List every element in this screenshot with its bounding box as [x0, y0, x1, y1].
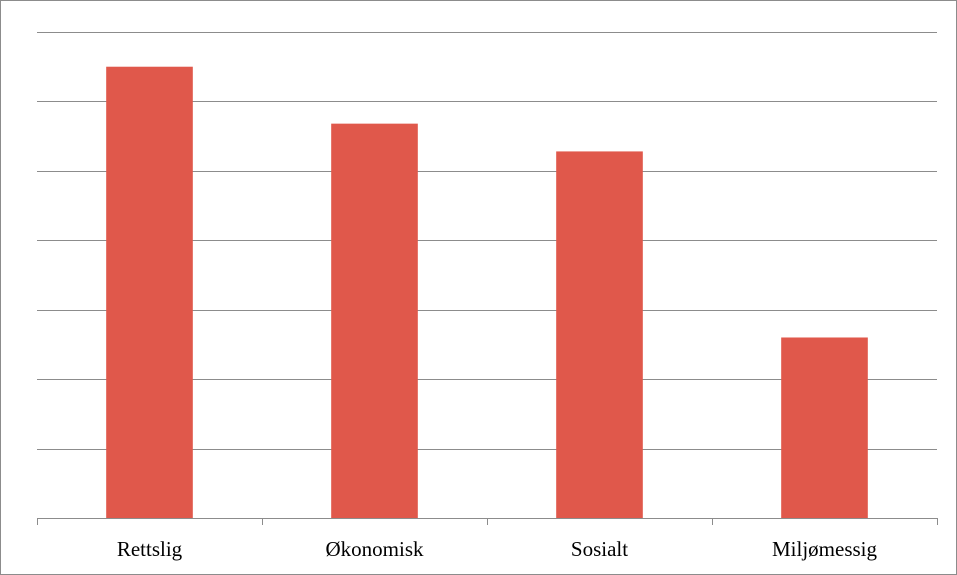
- x-axis: [37, 518, 938, 525]
- x-tick-label: Sosialt: [571, 537, 628, 561]
- bar-økonomisk: [331, 123, 418, 518]
- x-tick-label: Økonomisk: [325, 537, 424, 561]
- bar-rettslig: [106, 66, 193, 518]
- x-tick-label: Miljømessig: [772, 537, 878, 561]
- bar-miljømessig: [781, 337, 868, 518]
- x-tick-label: Rettslig: [117, 537, 183, 561]
- bars: [106, 66, 868, 518]
- bar-sosialt: [556, 151, 643, 518]
- x-tick-labels: Rettslig Økonomisk Sosialt Miljømessig: [117, 537, 878, 561]
